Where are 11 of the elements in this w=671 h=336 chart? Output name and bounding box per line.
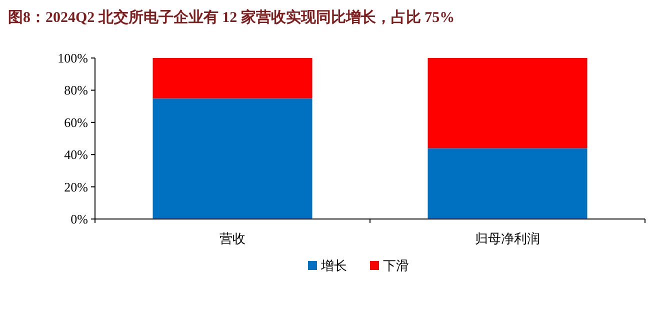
y-tick-label: 100% [58,50,88,66]
y-tick-label: 60% [64,114,88,130]
y-tick-label: 0% [70,212,88,226]
legend-label: 下滑 [383,258,409,273]
legend-label: 增长 [320,258,347,273]
x-tick-label: 归母净利润 [475,231,540,246]
x-tick-label: 营收 [220,231,246,246]
y-tick-label: 20% [64,179,88,194]
y-tick-label: 80% [64,82,88,98]
chart-title: 图8：2024Q2 北交所电子企业有 12 家营收实现同比增长，占比 75% [8,8,455,26]
y-tick-label: 40% [64,147,88,162]
